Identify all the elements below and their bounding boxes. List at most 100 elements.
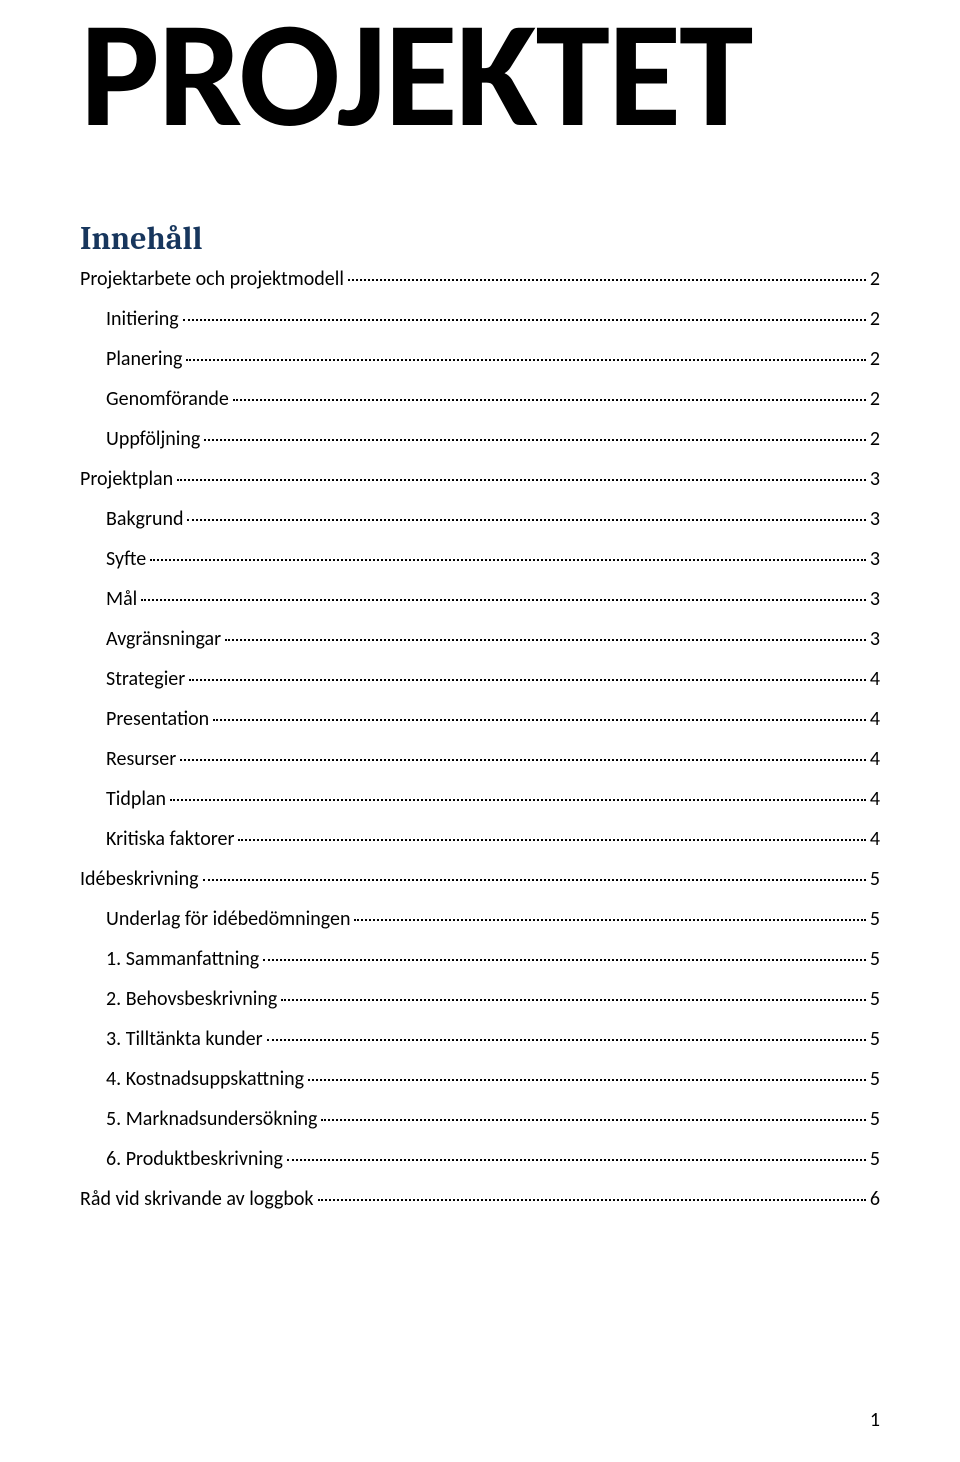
toc-page: 2	[870, 429, 880, 449]
toc-label: Projektarbete och projektmodell	[80, 269, 344, 289]
toc-page: 5	[870, 869, 880, 889]
toc-leader	[150, 559, 866, 561]
toc-label: 3. Tilltänkta kunder	[106, 1029, 263, 1049]
toc-leader	[233, 399, 866, 401]
toc-label: Initiering	[106, 309, 179, 329]
toc-label: Underlag för idébedömningen	[106, 909, 350, 929]
toc-label: Syfte	[106, 549, 146, 569]
toc-leader	[187, 519, 865, 521]
toc-leader	[204, 439, 866, 441]
toc-page: 2	[870, 309, 880, 329]
page-title: PROJEKTET	[80, 0, 880, 150]
toc-leader	[180, 759, 866, 761]
toc-heading: Innehåll	[80, 220, 880, 257]
toc-page: 3	[870, 629, 880, 649]
toc-entry: Projektarbete och projektmodell 2	[80, 269, 880, 289]
toc-entry: Mål 3	[80, 589, 880, 609]
toc-entry: Idébeskrivning 5	[80, 869, 880, 889]
page-number: 1	[870, 1408, 880, 1432]
toc-entry: Resurser 4	[80, 749, 880, 769]
document-page: PROJEKTET Innehåll Projektarbete och pro…	[0, 0, 960, 1462]
toc-leader	[321, 1119, 865, 1121]
toc-page: 5	[870, 1029, 880, 1049]
toc-page: 5	[870, 1149, 880, 1169]
toc-entry: 5. Marknadsundersökning 5	[80, 1109, 880, 1129]
toc-label: 6. Produktbeskrivning	[106, 1149, 283, 1169]
toc-leader	[189, 679, 866, 681]
toc-label: 4. Kostnadsuppskattning	[106, 1069, 304, 1089]
toc-label: Råd vid skrivande av loggbok	[80, 1189, 314, 1209]
toc-entry: Bakgrund 3	[80, 509, 880, 529]
toc-leader	[267, 1039, 866, 1041]
toc-label: Projektplan	[80, 469, 173, 489]
toc-label: Idébeskrivning	[80, 869, 199, 889]
toc-label: Mål	[106, 589, 137, 609]
toc-page: 4	[870, 709, 880, 729]
toc-page: 2	[870, 269, 880, 289]
toc-leader	[281, 999, 866, 1001]
toc-entry: 6. Produktbeskrivning 5	[80, 1149, 880, 1169]
toc-entry: Kritiska faktorer 4	[80, 829, 880, 849]
toc-label: 2. Behovsbeskrivning	[106, 989, 277, 1009]
toc-page: 6	[870, 1189, 880, 1209]
toc-page: 3	[870, 589, 880, 609]
toc-label: Bakgrund	[106, 509, 183, 529]
toc-page: 5	[870, 909, 880, 929]
toc-entry: Uppföljning 2	[80, 429, 880, 449]
toc-leader	[177, 479, 866, 481]
toc-entry: Syfte 3	[80, 549, 880, 569]
toc-leader	[318, 1199, 866, 1201]
toc-entry: Tidplan 4	[80, 789, 880, 809]
toc-entry: 2. Behovsbeskrivning 5	[80, 989, 880, 1009]
toc-page: 2	[870, 349, 880, 369]
toc-page: 2	[870, 389, 880, 409]
toc-page: 4	[870, 829, 880, 849]
toc-entry: Genomförande 2	[80, 389, 880, 409]
toc-leader	[287, 1159, 866, 1161]
toc-leader	[183, 319, 866, 321]
toc-entry: 1. Sammanfattning 5	[80, 949, 880, 969]
toc-label: Tidplan	[106, 789, 166, 809]
toc-entry: Råd vid skrivande av loggbok 6	[80, 1189, 880, 1209]
toc-leader	[186, 359, 865, 361]
toc-page: 5	[870, 1069, 880, 1089]
toc-label: 5. Marknadsundersökning	[106, 1109, 317, 1129]
toc-leader	[354, 919, 865, 921]
toc-entry: Strategier 4	[80, 669, 880, 689]
toc-page: 4	[870, 789, 880, 809]
toc-entry: 4. Kostnadsuppskattning 5	[80, 1069, 880, 1089]
toc-label: Planering	[106, 349, 182, 369]
toc-leader	[308, 1079, 866, 1081]
toc-label: Uppföljning	[106, 429, 200, 449]
toc-page: 3	[870, 549, 880, 569]
toc-leader	[263, 959, 866, 961]
toc-label: Avgränsningar	[106, 629, 221, 649]
toc-label: Genomförande	[106, 389, 229, 409]
toc-label: Kritiska faktorer	[106, 829, 234, 849]
toc-page: 3	[870, 469, 880, 489]
toc-page: 4	[870, 749, 880, 769]
toc-entry: Initiering 2	[80, 309, 880, 329]
toc-page: 5	[870, 1109, 880, 1129]
toc-entry: Underlag för idébedömningen 5	[80, 909, 880, 929]
toc-page: 3	[870, 509, 880, 529]
toc-entry: Projektplan 3	[80, 469, 880, 489]
toc-entry: 3. Tilltänkta kunder 5	[80, 1029, 880, 1049]
toc-leader	[170, 799, 866, 801]
toc-entry: Presentation 4	[80, 709, 880, 729]
toc-leader	[141, 599, 866, 601]
toc-page: 4	[870, 669, 880, 689]
toc-leader	[348, 279, 866, 281]
toc-leader	[238, 839, 865, 841]
toc-label: Resurser	[106, 749, 176, 769]
toc-label: Presentation	[106, 709, 209, 729]
toc-leader	[225, 639, 866, 641]
toc-leader	[213, 719, 866, 721]
toc-page: 5	[870, 949, 880, 969]
toc-label: Strategier	[106, 669, 185, 689]
toc-leader	[203, 879, 866, 881]
toc-entry: Planering 2	[80, 349, 880, 369]
toc-label: 1. Sammanfattning	[106, 949, 259, 969]
toc-page: 5	[870, 989, 880, 1009]
toc-entry: Avgränsningar 3	[80, 629, 880, 649]
